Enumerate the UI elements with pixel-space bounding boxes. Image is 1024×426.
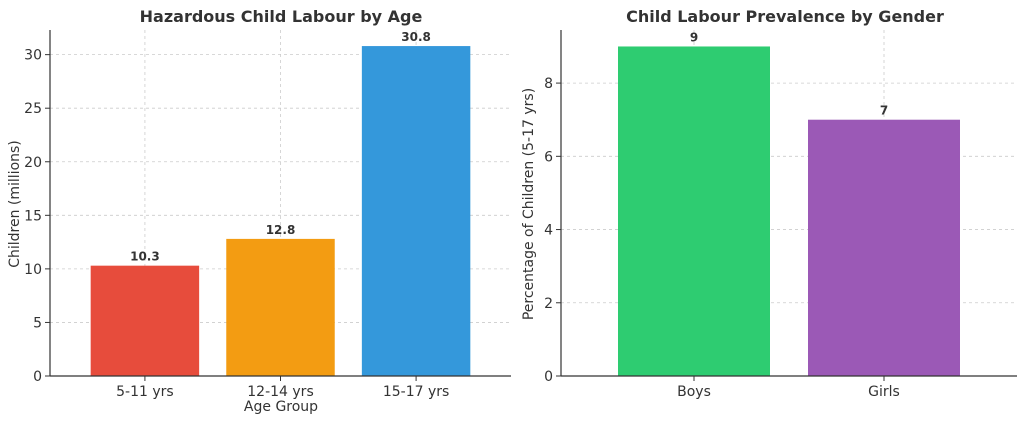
y-tick-label: 8 (544, 76, 553, 92)
y-tick-label: 5 (33, 315, 42, 331)
data-label: 7 (880, 104, 888, 118)
x-tick-label: Girls (868, 384, 900, 400)
y-tick-label: 30 (24, 48, 42, 64)
x-tick-label: 5-11 yrs (116, 384, 174, 400)
bars (618, 46, 960, 376)
x-tick-label: 12-14 yrs (247, 384, 313, 400)
data-label: 10.3 (130, 250, 160, 264)
chart-panel-age: Hazardous Child Labour by Age Age Group … (7, 7, 511, 415)
chart-title: Child Labour Prevalence by Gender (626, 7, 944, 26)
bar-12-14-yrs (226, 239, 334, 376)
chart-title: Hazardous Child Labour by Age (140, 7, 423, 26)
bar-5-11-yrs (91, 266, 199, 376)
data-label: 12.8 (266, 223, 296, 237)
y-tick-label: 6 (544, 149, 553, 165)
y-tick-label: 15 (24, 208, 42, 224)
y-tick-label: 0 (33, 369, 42, 385)
bar-girls (808, 120, 960, 376)
y-tick-label: 0 (544, 369, 553, 385)
y-tick-label: 20 (24, 155, 42, 171)
data-label: 30.8 (401, 30, 431, 44)
x-tick-label: 15-17 yrs (383, 384, 449, 400)
x-axis-label: Age Group (244, 399, 318, 415)
data-label: 9 (690, 30, 698, 44)
y-axis-label: Percentage of Children (5-17 yrs) (521, 88, 537, 320)
y-tick-label: 4 (544, 223, 553, 239)
y-tick-label: 2 (544, 296, 553, 312)
y-tick-label: 25 (24, 101, 42, 117)
y-axis-label: Children (millions) (7, 140, 23, 268)
x-tick-label: Boys (677, 384, 711, 400)
bar-15-17-yrs (362, 46, 470, 376)
chart-panel-gender: Child Labour Prevalence by Gender Percen… (521, 7, 1017, 400)
y-tick-label: 10 (24, 262, 42, 278)
bar-boys (618, 46, 770, 376)
